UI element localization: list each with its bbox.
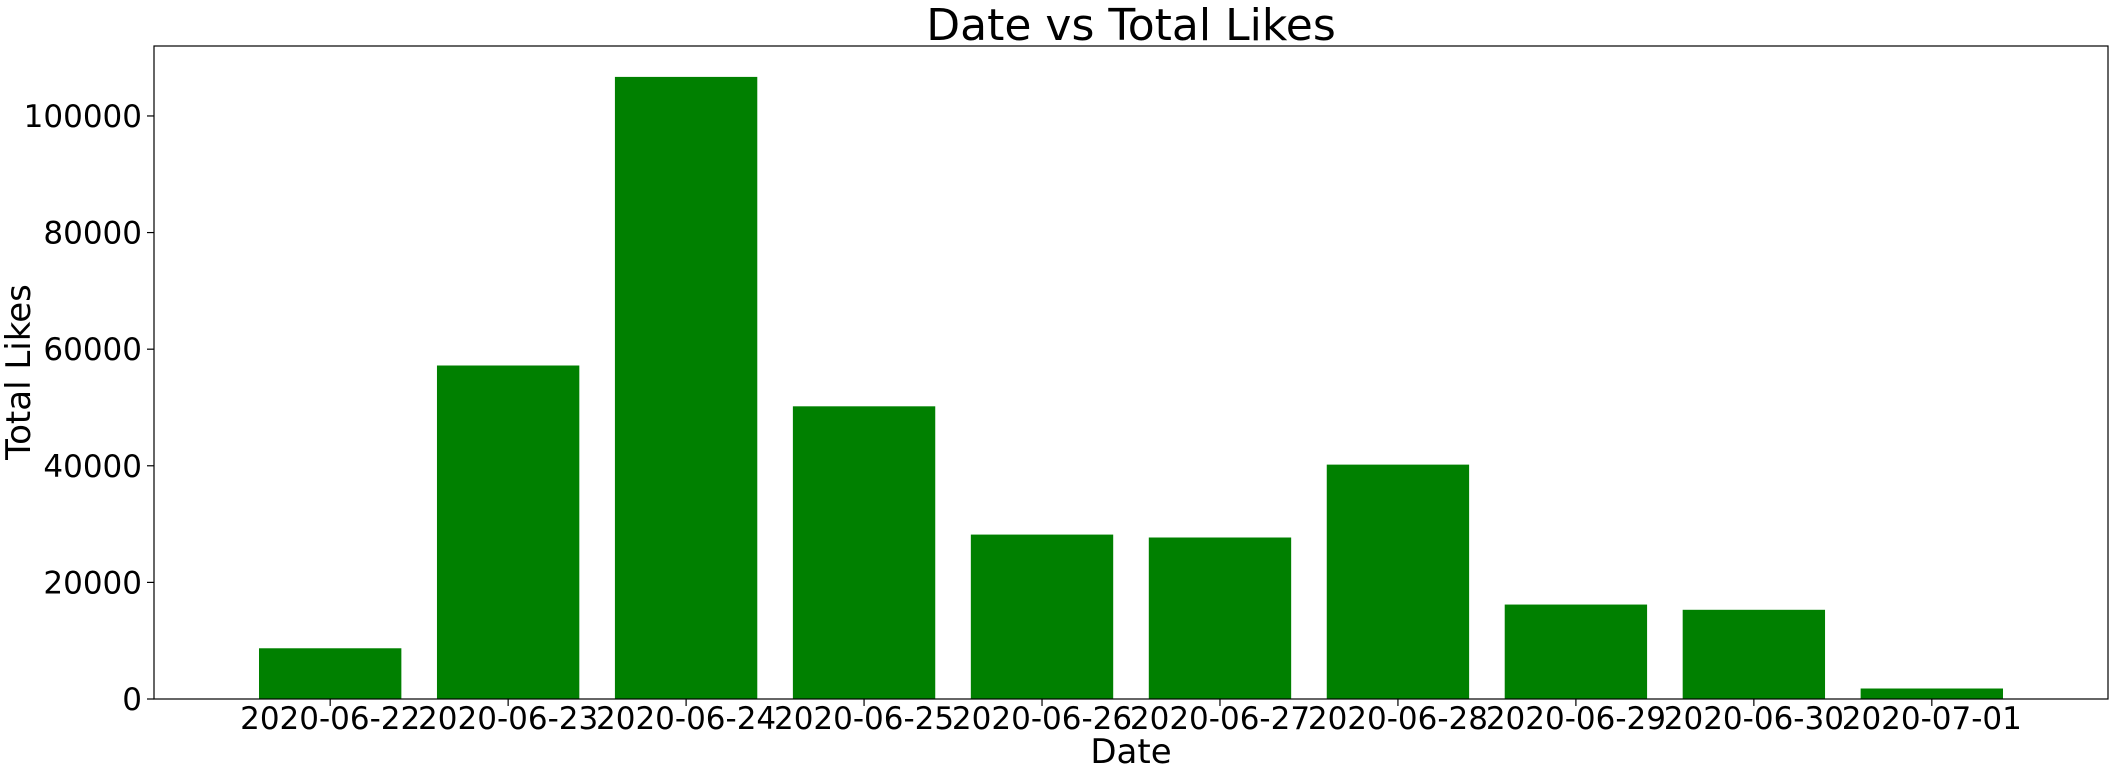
bars-group (258, 76, 2004, 700)
y-tick-label: 100000 (24, 99, 142, 135)
bar-2020-06-26 (970, 534, 1114, 699)
bar-2020-06-24 (614, 76, 758, 700)
x-tick-label: 2020-06-26 (952, 701, 1132, 737)
x-tick-label: 2020-06-27 (1130, 701, 1310, 737)
bar-2020-06-27 (1148, 537, 1292, 699)
x-tick-label: 2020-06-30 (1664, 701, 1844, 737)
bar-2020-06-23 (436, 365, 580, 699)
bar-2020-06-22 (258, 648, 402, 699)
x-tick-label: 2020-06-25 (774, 701, 954, 737)
y-tick-label: 80000 (43, 216, 142, 252)
y-tick-label: 0 (122, 682, 142, 718)
y-tick-label: 60000 (43, 332, 142, 368)
y-axis-title: Total Likes (0, 284, 39, 461)
bar-2020-06-29 (1504, 604, 1648, 699)
y-axis: 0 20000 40000 60000 80000 100000 (24, 99, 154, 718)
bar-2020-06-25 (792, 406, 936, 699)
y-tick-label: 40000 (43, 449, 142, 485)
x-axis-title: Date (1090, 732, 1171, 772)
bar-2020-06-30 (1682, 609, 1826, 699)
x-tick-label: 2020-06-22 (240, 701, 420, 737)
x-tick-label: 2020-07-01 (1842, 701, 2022, 737)
y-tick-label: 20000 (43, 565, 142, 601)
x-tick-label: 2020-06-29 (1486, 701, 1666, 737)
bar-2020-07-01 (1860, 688, 2004, 699)
chart-title: Date vs Total Likes (926, 0, 1336, 51)
x-tick-label: 2020-06-28 (1308, 701, 1488, 737)
bar-2020-06-28 (1326, 464, 1470, 699)
plot-frame (153, 45, 2109, 700)
x-tick-label: 2020-06-24 (596, 701, 776, 737)
x-tick-label: 2020-06-23 (418, 701, 598, 737)
x-axis: 2020-06-222020-06-232020-06-242020-06-25… (240, 699, 2022, 737)
